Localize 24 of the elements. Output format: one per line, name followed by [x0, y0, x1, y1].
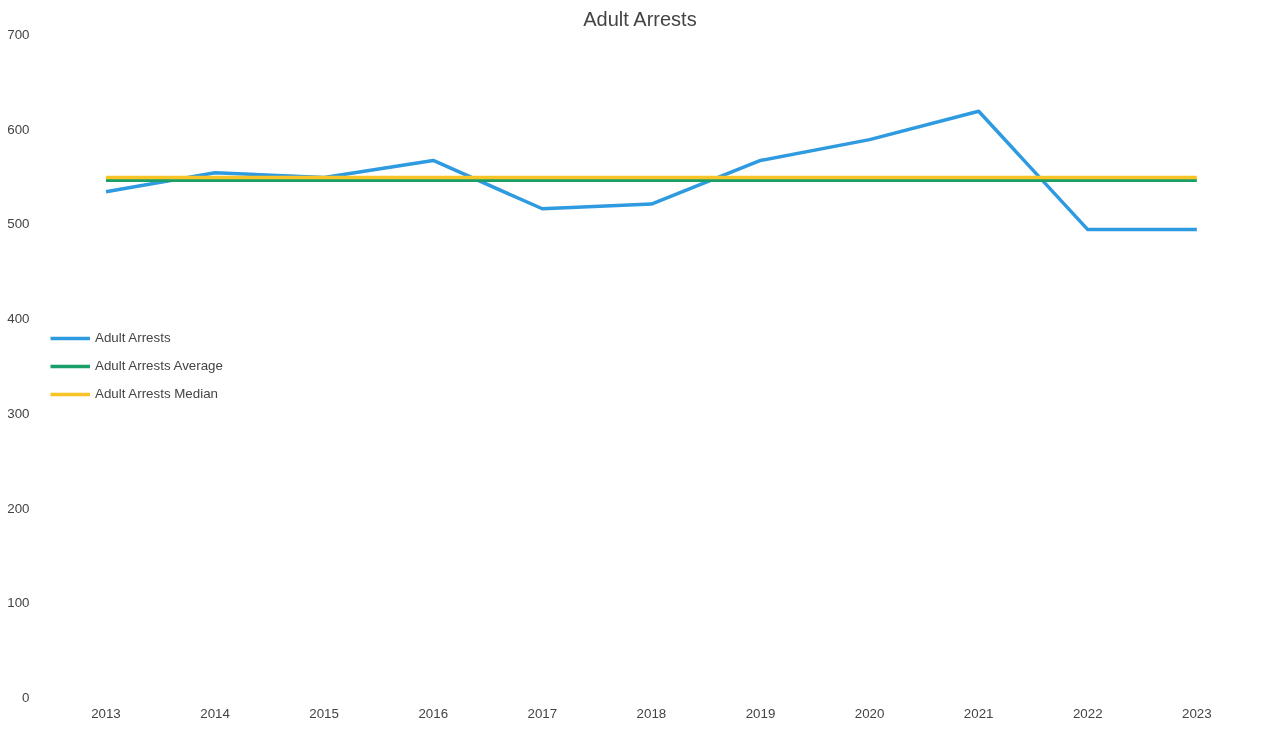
x-tick-label: 2013: [91, 705, 121, 721]
x-tick-label: 2015: [309, 705, 339, 721]
x-tick-label: 2021: [963, 705, 994, 721]
line-series: [104, 109, 1199, 232]
y-tick-label: 700: [7, 27, 30, 42]
y-tick-label: 300: [7, 405, 30, 421]
y-tick-label: 500: [7, 216, 30, 232]
x-tick-label: 2018: [636, 705, 667, 721]
x-tick-label: 2023: [1182, 705, 1212, 721]
y-tick-label: 0: [22, 690, 30, 705]
x-tick-label: 2016: [418, 705, 449, 721]
y-tick-label: 200: [7, 500, 30, 516]
x-tick-label: 2019: [745, 705, 776, 721]
x-tick-label: 2020: [854, 705, 885, 721]
legend-label: Adult Arrests: [95, 330, 171, 345]
x-tick-label: 2022: [1072, 705, 1103, 721]
legend-label: Adult Arrests Average: [95, 358, 223, 373]
y-tick-label: 400: [7, 311, 30, 327]
y-tick-label: 100: [7, 595, 30, 611]
x-tick-label: 2014: [200, 705, 231, 721]
x-tick-label: 2017: [527, 705, 558, 721]
legend-label: Adult Arrests Median: [95, 386, 218, 401]
chart-title: Adult Arrests: [583, 7, 697, 30]
y-tick-label: 600: [7, 121, 30, 137]
